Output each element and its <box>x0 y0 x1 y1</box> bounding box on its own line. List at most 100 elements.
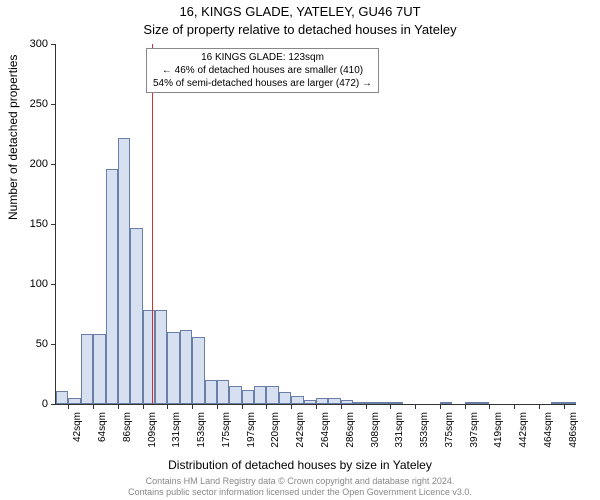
histogram-bar <box>229 386 241 404</box>
histogram-bar <box>564 402 576 404</box>
histogram-bar <box>68 398 80 404</box>
annotation-line: 16 KINGS GLADE: 123sqm <box>153 51 372 64</box>
histogram-bar <box>316 398 328 404</box>
annotation-box: 16 KINGS GLADE: 123sqm← 46% of detached … <box>146 48 379 93</box>
x-tick-label: 220sqm <box>270 412 281 448</box>
footer-line-2: Contains public sector information licen… <box>0 487 600 498</box>
y-tick <box>51 104 56 105</box>
histogram-bar <box>192 337 204 404</box>
histogram-bar <box>167 332 179 404</box>
y-tick-label: 200 <box>8 158 48 170</box>
histogram-bar <box>440 402 452 404</box>
x-tick <box>242 404 243 409</box>
x-tick <box>316 404 317 409</box>
x-tick-label: 131sqm <box>171 412 182 448</box>
x-tick <box>465 404 466 409</box>
y-tick <box>51 404 56 405</box>
y-tick <box>51 284 56 285</box>
histogram-bar <box>81 334 93 404</box>
marker-line <box>152 44 153 404</box>
x-tick-label: 86sqm <box>122 412 133 442</box>
x-tick <box>167 404 168 409</box>
x-tick-label: 397sqm <box>469 412 480 448</box>
x-tick <box>341 404 342 409</box>
x-tick <box>390 404 391 409</box>
x-tick <box>366 404 367 409</box>
x-tick <box>489 404 490 409</box>
x-tick-label: 197sqm <box>246 412 257 448</box>
histogram-bar <box>155 310 167 404</box>
y-tick-label: 100 <box>8 278 48 290</box>
x-tick-label: 486sqm <box>568 412 579 448</box>
x-tick <box>266 404 267 409</box>
x-tick <box>415 404 416 409</box>
x-tick <box>514 404 515 409</box>
x-tick <box>539 404 540 409</box>
y-axis-label: Number of detached properties <box>6 55 20 220</box>
histogram-bar <box>304 400 316 404</box>
histogram-bar <box>353 402 365 404</box>
y-tick <box>51 344 56 345</box>
histogram-bar <box>217 380 229 404</box>
x-tick <box>118 404 119 409</box>
x-tick <box>93 404 94 409</box>
x-tick-label: 419sqm <box>493 412 504 448</box>
chart-title-address: 16, KINGS GLADE, YATELEY, GU46 7UT <box>0 4 600 19</box>
x-tick-label: 375sqm <box>444 412 455 448</box>
histogram-bar <box>56 391 68 404</box>
x-tick <box>440 404 441 409</box>
x-tick-label: 109sqm <box>147 412 158 448</box>
x-tick-label: 264sqm <box>320 412 331 448</box>
y-tick <box>51 44 56 45</box>
histogram-bar <box>180 330 192 404</box>
y-tick-label: 50 <box>8 338 48 350</box>
x-tick-label: 331sqm <box>394 412 405 448</box>
x-tick-label: 242sqm <box>295 412 306 448</box>
footer-attribution: Contains HM Land Registry data © Crown c… <box>0 476 600 498</box>
y-tick <box>51 164 56 165</box>
histogram-bar <box>143 310 155 404</box>
x-tick-label: 442sqm <box>518 412 529 448</box>
chart-title-description: Size of property relative to detached ho… <box>0 22 600 37</box>
y-tick-label: 250 <box>8 98 48 110</box>
x-tick <box>143 404 144 409</box>
histogram-bar <box>93 334 105 404</box>
x-tick <box>291 404 292 409</box>
x-tick <box>68 404 69 409</box>
histogram-bar <box>390 402 402 404</box>
x-tick-label: 153sqm <box>196 412 207 448</box>
histogram-bar <box>242 390 254 404</box>
footer-line-1: Contains HM Land Registry data © Crown c… <box>0 476 600 487</box>
x-tick <box>564 404 565 409</box>
y-tick-label: 300 <box>8 38 48 50</box>
histogram-bar <box>551 402 563 404</box>
plot-area: 05010015020025030042sqm64sqm86sqm109sqm1… <box>55 44 576 405</box>
histogram-bar <box>378 402 390 404</box>
x-tick <box>192 404 193 409</box>
x-tick-label: 64sqm <box>97 412 108 442</box>
histogram-bar <box>118 138 130 404</box>
x-tick-label: 464sqm <box>543 412 554 448</box>
histogram-bar <box>328 398 340 404</box>
histogram-bar <box>465 402 477 404</box>
histogram-bar <box>130 228 142 404</box>
histogram-bar <box>477 402 489 404</box>
histogram-bar <box>205 380 217 404</box>
annotation-line: ← 46% of detached houses are smaller (41… <box>153 64 372 77</box>
chart-container: 16, KINGS GLADE, YATELEY, GU46 7UT Size … <box>0 0 600 500</box>
x-tick-label: 175sqm <box>221 412 232 448</box>
x-tick-label: 353sqm <box>419 412 430 448</box>
x-tick-label: 286sqm <box>345 412 356 448</box>
annotation-line: 54% of semi-detached houses are larger (… <box>153 77 372 90</box>
x-axis-label: Distribution of detached houses by size … <box>0 458 600 472</box>
y-tick-label: 150 <box>8 218 48 230</box>
x-tick-label: 308sqm <box>370 412 381 448</box>
x-tick-label: 42sqm <box>72 412 83 442</box>
y-tick <box>51 224 56 225</box>
histogram-bar <box>341 400 353 404</box>
histogram-bar <box>366 402 378 404</box>
histogram-bar <box>266 386 278 404</box>
histogram-bar <box>291 396 303 404</box>
x-tick <box>217 404 218 409</box>
histogram-bar <box>254 386 266 404</box>
